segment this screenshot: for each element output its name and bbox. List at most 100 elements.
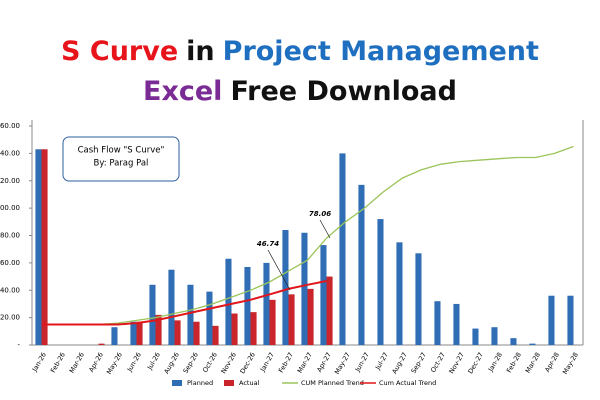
x-tick-label: Nov-26 bbox=[219, 351, 237, 375]
title-part: Excel bbox=[143, 76, 222, 107]
y-tick-label: 140.00 bbox=[0, 149, 20, 157]
bar bbox=[168, 269, 175, 345]
x-tick-label: Jul-26 bbox=[145, 351, 162, 372]
y-tick-label: - bbox=[17, 341, 20, 349]
x-tick-label: Dec-27 bbox=[466, 351, 485, 375]
bar bbox=[136, 321, 143, 345]
x-tick-label: Jul-27 bbox=[373, 351, 390, 372]
bar bbox=[187, 284, 194, 345]
bar bbox=[288, 294, 295, 345]
x-tick-label: Jan-27 bbox=[258, 351, 276, 374]
bar bbox=[567, 295, 574, 345]
bar bbox=[212, 325, 219, 345]
bar bbox=[510, 338, 517, 345]
x-tick-label: Jan-26 bbox=[30, 351, 48, 374]
x-tick-label: May-28 bbox=[561, 351, 580, 376]
legend-swatch bbox=[224, 380, 234, 386]
bar bbox=[41, 149, 48, 345]
title-part: Free Download bbox=[230, 76, 457, 107]
bar bbox=[301, 232, 308, 345]
bar bbox=[225, 258, 232, 345]
x-tick-label: Nov-27 bbox=[447, 351, 465, 375]
bar bbox=[396, 242, 403, 345]
bar bbox=[244, 266, 251, 345]
bar bbox=[472, 328, 479, 345]
y-tick-label: 100.00 bbox=[0, 204, 20, 212]
title-part: Project Management bbox=[223, 36, 539, 67]
title-part: S Curve bbox=[61, 36, 178, 67]
x-tick-label: Mar-27 bbox=[296, 351, 314, 374]
title: S Curve in Project Management bbox=[61, 36, 539, 67]
x-tick-label: Oct-27 bbox=[429, 351, 447, 374]
note-text: Cash Flow "S Curve" bbox=[78, 146, 165, 156]
x-tick-label: Feb-26 bbox=[49, 351, 67, 374]
legend-label: Planned bbox=[187, 379, 213, 387]
x-tick-label: Aug-26 bbox=[162, 351, 181, 375]
x-tick-label: Oct-26 bbox=[201, 351, 219, 374]
bar bbox=[231, 313, 238, 345]
bar bbox=[269, 299, 276, 345]
bar bbox=[529, 343, 536, 345]
x-tick-label: Sep-26 bbox=[182, 351, 200, 375]
x-tick-label: Dec-26 bbox=[238, 351, 257, 375]
annotation: 78.06 bbox=[309, 210, 331, 218]
annotation-leader bbox=[267, 249, 291, 291]
x-tick-label: May-27 bbox=[333, 351, 352, 376]
x-tick-label: Jun-27 bbox=[353, 351, 371, 374]
x-tick-label: Mar-28 bbox=[524, 351, 542, 374]
x-tick-label: May-26 bbox=[105, 351, 124, 376]
bar bbox=[206, 291, 213, 345]
x-tick-label: Sep-27 bbox=[410, 351, 428, 375]
bar bbox=[193, 321, 200, 345]
x-tick-label: Feb-27 bbox=[277, 351, 295, 374]
bar bbox=[326, 276, 333, 345]
note-box bbox=[62, 136, 180, 182]
x-tick-label: Apr-26 bbox=[87, 351, 105, 374]
bar bbox=[339, 153, 346, 345]
legend-label: Actual bbox=[239, 379, 260, 387]
y-tick-label: 80.00 bbox=[0, 232, 20, 240]
bar bbox=[453, 303, 460, 345]
note-text: By: Parag Pal bbox=[94, 159, 149, 169]
y-tick-label: 40.00 bbox=[0, 286, 20, 294]
annotation: 46.74 bbox=[257, 240, 279, 248]
bar bbox=[491, 327, 498, 345]
y-tick-label: 60.00 bbox=[0, 259, 20, 267]
bar bbox=[282, 230, 289, 345]
x-tick-label: Aug-27 bbox=[390, 351, 409, 375]
legend-label: CUM Planned Trend bbox=[301, 379, 364, 387]
x-tick-label: Mar-26 bbox=[68, 351, 86, 374]
bar bbox=[155, 314, 162, 345]
bar bbox=[307, 288, 314, 345]
title-part: in bbox=[186, 36, 214, 67]
bar bbox=[548, 295, 555, 345]
y-tick-label: 20.00 bbox=[0, 314, 20, 322]
legend-label: Cum Actual Trend bbox=[379, 379, 436, 387]
trend-line bbox=[41, 145, 574, 326]
bar bbox=[415, 253, 422, 345]
y-tick-label: 120.00 bbox=[0, 177, 20, 185]
bar bbox=[174, 320, 181, 345]
legend-swatch bbox=[172, 380, 182, 386]
bar bbox=[98, 343, 105, 345]
x-tick-label: Apr-28 bbox=[543, 351, 561, 374]
bar bbox=[35, 149, 42, 345]
x-tick-label: Jun-26 bbox=[125, 351, 143, 374]
annotation-leader bbox=[319, 219, 331, 239]
bar bbox=[130, 321, 137, 345]
bar bbox=[250, 312, 257, 345]
bar bbox=[434, 301, 441, 345]
x-tick-label: Jan-28 bbox=[486, 351, 504, 374]
title: Excel Free Download bbox=[143, 76, 457, 107]
trend-line bbox=[41, 280, 327, 326]
bar bbox=[111, 327, 118, 345]
x-tick-label: Apr-27 bbox=[315, 351, 333, 374]
x-tick-label: Feb-28 bbox=[505, 351, 523, 374]
bar bbox=[358, 184, 365, 345]
y-tick-label: 160.00 bbox=[0, 122, 20, 130]
bar bbox=[377, 219, 384, 345]
bar bbox=[263, 262, 270, 345]
bar bbox=[149, 284, 156, 345]
bar bbox=[320, 245, 327, 345]
